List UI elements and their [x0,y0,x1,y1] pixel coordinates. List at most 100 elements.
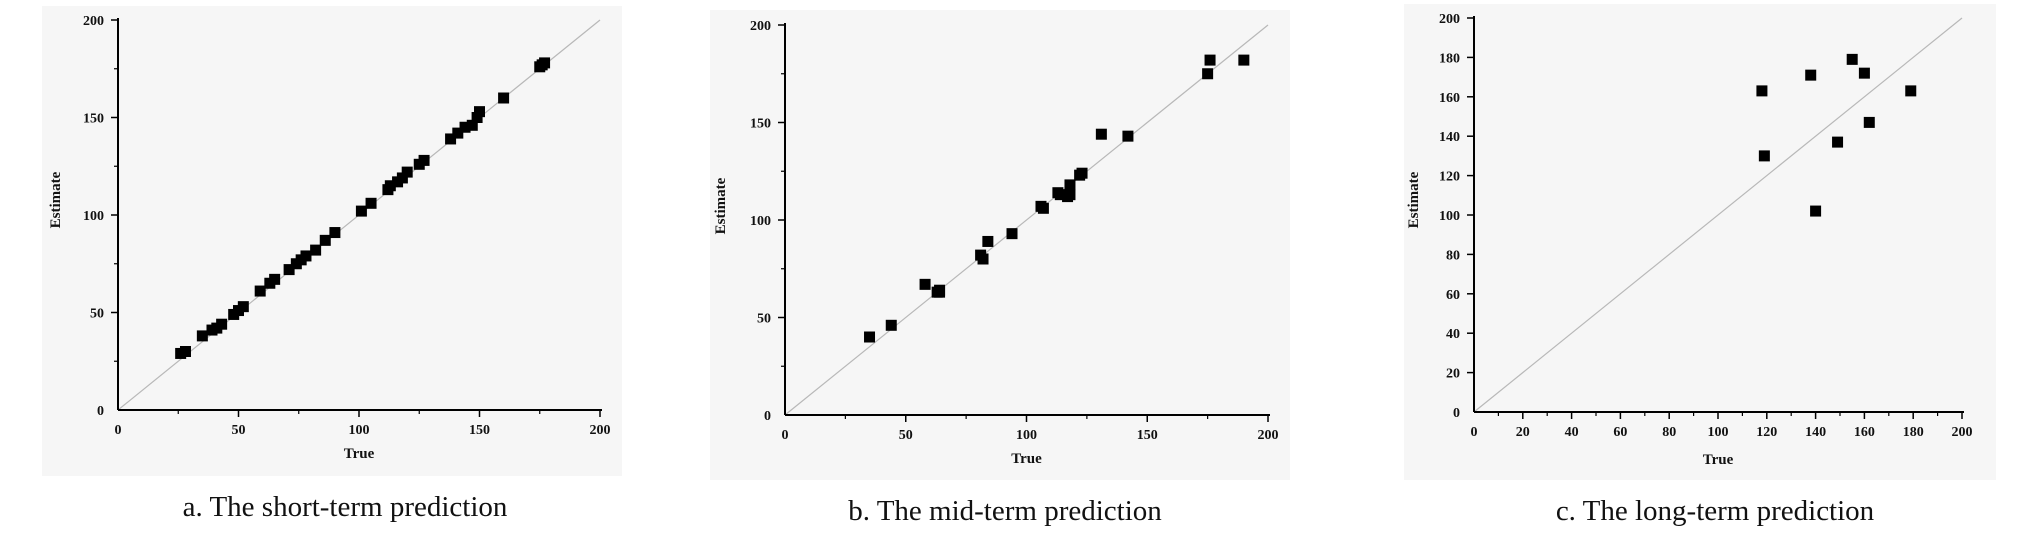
data-point [1905,85,1917,97]
x-tick-label: 100 [349,423,370,438]
data-point [452,127,464,139]
panel-background [1404,4,1996,480]
y-tick-label: 0 [764,409,771,424]
y-tick-label: 150 [83,112,104,127]
data-point [1095,128,1107,140]
x-tick-label: 160 [1854,425,1875,440]
reference-line [784,24,1269,416]
data-point [471,112,483,123]
x-tick-label: 0 [782,428,789,443]
data-point [418,154,430,166]
y-tick-label: 40 [1446,327,1460,342]
x-tick-label: 40 [1565,425,1579,440]
data-point [1054,189,1066,201]
y-tick-label: 200 [83,14,104,29]
x-axis-title: True [344,446,375,462]
data-point [459,121,471,133]
data-point [319,234,331,246]
y-tick-label: 20 [1446,367,1460,382]
y-tick-label: 120 [1439,170,1460,185]
data-point [1204,54,1216,66]
data-point [864,331,876,343]
data-point [283,264,295,276]
data-point [919,278,931,290]
panel-long-term: 0 20 40 60 80 100 120 140 160 180 200 0 20 40 60 80 100 1… [1404,4,1996,527]
y-tick-label: 150 [750,117,771,132]
caption-short-term: a. The short-term prediction [183,491,508,523]
data-point [401,166,413,178]
panel-background [710,10,1290,480]
data-point [1037,202,1049,214]
y-tick-label: 180 [1439,51,1460,66]
data-point [1832,136,1844,148]
y-axis-title: Estimate [48,171,64,228]
x-tick-label: 200 [590,423,611,438]
y-tick-label: 50 [757,312,771,327]
x-tick-label: 100 [1016,428,1037,443]
panel-short-term: 0 50 100 150 200 0 50 100 150 200 True Estimate a. … [42,6,622,523]
plot-area-short-term: 0 50 100 150 200 0 50 100 150 200 True Estimate [48,14,611,462]
x-tick-label: 80 [1662,425,1676,440]
data-point [355,205,367,217]
y-tick-label: 100 [750,214,771,229]
y-tick-label: 60 [1446,288,1460,303]
x-tick-label: 100 [1708,425,1729,440]
y-tick-label: 200 [1439,12,1460,27]
data-point [1863,116,1875,128]
data-point [396,172,408,184]
panel-mid-term: 0 50 100 150 200 0 50 100 150 200 True Estimate b. … [710,10,1290,527]
y-axis-title: Estimate [713,177,729,234]
y-tick-label: 160 [1439,91,1460,106]
data-point [384,180,396,192]
data-point [254,285,266,297]
data-point [445,133,457,145]
data-point [539,57,551,69]
caption-long-term: c. The long-term prediction [1556,495,1875,527]
y-tick-label: 50 [90,307,104,322]
y-tick-label: 0 [1453,406,1460,421]
y-tick-label: 80 [1446,248,1460,263]
data-point [934,284,946,296]
y-tick-label: 100 [83,209,104,224]
x-tick-label: 150 [1137,428,1158,443]
x-tick-label: 50 [899,428,913,443]
data-point [179,346,191,357]
x-tick-label: 0 [115,423,122,438]
data-point [365,197,377,209]
x-tick-label: 200 [1258,428,1279,443]
data-point [329,227,341,239]
data-point [1076,167,1088,179]
y-tick-label: 140 [1439,130,1460,145]
y-axis-title: Estimate [1406,171,1422,228]
data-point [1238,54,1250,66]
x-tick-label: 140 [1805,425,1826,440]
data-point [1810,205,1822,217]
data-point [1758,150,1770,162]
data-point [466,119,478,131]
data-point [1202,68,1214,80]
data-point [1805,69,1817,81]
data-point [977,253,989,265]
x-tick-label: 150 [469,423,490,438]
x-tick-label: 200 [1952,425,1973,440]
plot-area-long-term: 0 20 40 60 80 100 120 140 160 180 200 0 20 40 60 80 100 1… [1406,12,1973,468]
x-axis-title: True [1011,451,1042,467]
data-point [1064,189,1076,201]
y-tick-label: 200 [750,19,771,34]
caption-mid-term: b. The mid-term prediction [848,495,1162,527]
data-point [885,319,897,331]
data-point [1006,228,1018,240]
plot-area-mid-term: 0 50 100 150 200 0 50 100 150 200 True Estimate [713,19,1279,467]
x-tick-label: 0 [1471,425,1478,440]
data-point [216,318,228,330]
reference-line [1473,17,1963,413]
panel-background [42,6,622,476]
data-point [982,235,994,247]
x-tick-label: 120 [1756,425,1777,440]
data-point [1756,85,1768,97]
x-axis-title: True [1703,452,1734,468]
x-tick-label: 180 [1903,425,1924,440]
x-tick-label: 20 [1516,425,1530,440]
data-point [1122,130,1134,142]
